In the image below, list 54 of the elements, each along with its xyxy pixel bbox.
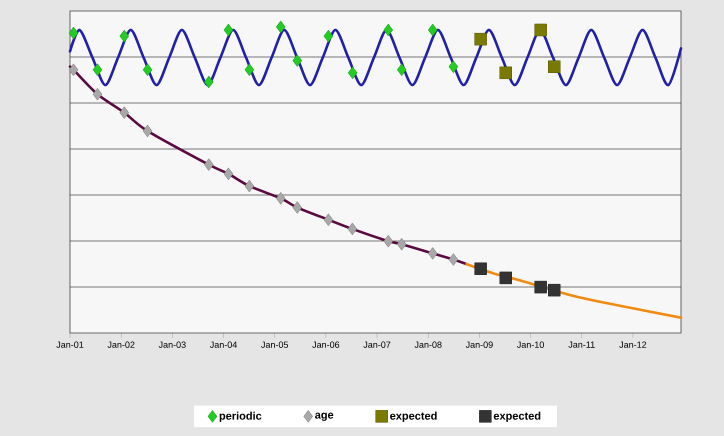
x-tick-label: Jan-02 xyxy=(108,342,134,348)
legend-label: age xyxy=(315,412,334,421)
point xyxy=(548,60,561,73)
point xyxy=(142,124,152,138)
point xyxy=(276,20,286,34)
point xyxy=(448,60,458,73)
point xyxy=(142,64,152,76)
point xyxy=(224,24,234,36)
point xyxy=(534,280,547,294)
point xyxy=(120,30,130,42)
x-tick-label: Jan-03 xyxy=(158,342,186,348)
point xyxy=(244,64,254,76)
point xyxy=(384,24,394,36)
point xyxy=(396,64,406,76)
point xyxy=(68,26,78,40)
point xyxy=(500,272,512,284)
point xyxy=(292,54,302,67)
legend-label: expected xyxy=(390,412,437,422)
x-tick-label: Jan-10 xyxy=(516,342,544,348)
x-tick-label: Jan-11 xyxy=(568,342,595,348)
x-tick-label: Jan-07 xyxy=(363,342,390,348)
legend-label: expected xyxy=(494,412,540,422)
x-tick-label: Jan-06 xyxy=(312,342,340,348)
x-tick-label: Jan-05 xyxy=(261,342,288,348)
point xyxy=(92,88,102,101)
point xyxy=(534,24,547,36)
point xyxy=(348,66,358,80)
point xyxy=(276,192,286,205)
point xyxy=(396,238,406,250)
point xyxy=(448,253,458,266)
point xyxy=(204,76,214,88)
x-tick-label: Jan-04 xyxy=(210,342,238,348)
x-tick-label: Jan-08 xyxy=(414,342,442,348)
x-tick-label: Jan-01 xyxy=(56,342,84,348)
x-tick-label: Jan-09 xyxy=(466,342,493,348)
point xyxy=(474,262,487,275)
point xyxy=(428,24,438,36)
point xyxy=(324,213,334,226)
point xyxy=(348,222,358,236)
point xyxy=(68,64,78,76)
point xyxy=(224,168,234,180)
point xyxy=(428,247,438,260)
point xyxy=(548,284,561,296)
point xyxy=(474,32,487,46)
point xyxy=(120,106,130,119)
point xyxy=(292,201,302,214)
point xyxy=(500,66,512,80)
point xyxy=(244,180,254,192)
point xyxy=(324,30,334,42)
point xyxy=(384,234,394,248)
point xyxy=(92,64,102,76)
x-tick-label: Jan-12 xyxy=(619,342,646,348)
legend-label: periodic xyxy=(220,412,262,422)
point xyxy=(204,158,214,171)
